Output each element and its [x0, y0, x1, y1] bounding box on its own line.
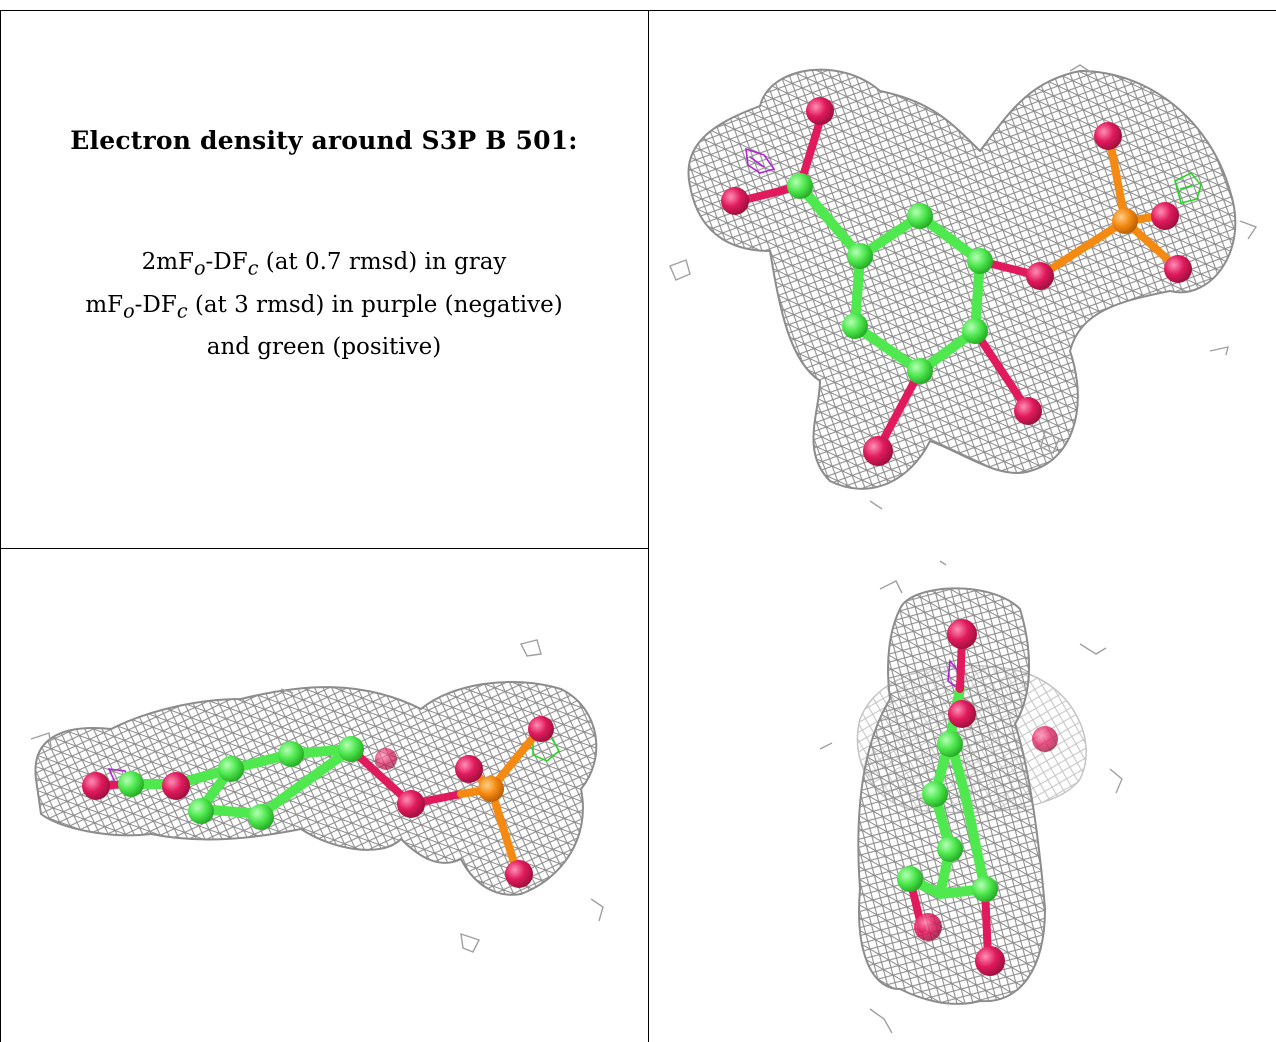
view-bottom-right — [650, 549, 1276, 1042]
legend-line-colors: and green (positive) — [206, 334, 442, 361]
legend-line-2fofc: 2mFo-DFc (at 0.7 rmsd) in gray — [0, 244, 648, 287]
stray-mesh — [819, 560, 1123, 1034]
legend-sub: c — [176, 299, 188, 323]
legend-text: -DF — [205, 249, 248, 275]
legend-text: -DF — [134, 291, 177, 318]
ligand-density-front-view — [669, 64, 1258, 510]
negative-density-blob — [745, 147, 776, 174]
stray-mesh — [669, 64, 1258, 510]
density-mesh — [857, 587, 1047, 1005]
view-top-right — [650, 11, 1276, 548]
table-divider-vertical — [648, 10, 649, 1042]
legend-text: mF — [85, 291, 124, 318]
legend-line-fofc: mFo-DFc (at 3 rmsd) in purple (negative) — [0, 287, 648, 330]
legend-text: (at 0.7 rmsd) in gray — [258, 249, 507, 275]
ligand-density-edge-view — [819, 560, 1123, 1034]
density-mesh — [687, 68, 1237, 490]
atoms — [897, 619, 1058, 976]
view-bottom-left — [1, 549, 648, 1042]
caption-title: Electron density around S3P B 501: — [70, 126, 578, 155]
table-divider-horizontal — [0, 548, 648, 549]
stray-mesh — [30, 639, 604, 953]
legend-sub: o — [123, 299, 135, 323]
ligand-density-side-view — [30, 639, 604, 953]
legend-sub: o — [193, 256, 206, 280]
caption-cell: Electron density around S3P B 501: 2mFo-… — [0, 0, 648, 548]
table-border-top — [0, 10, 1276, 11]
atoms — [82, 716, 554, 888]
table-border-left — [0, 10, 1, 1042]
legend-text: 2mF — [141, 249, 194, 275]
atoms — [721, 97, 1192, 466]
legend-sub: c — [247, 256, 259, 280]
density-mesh — [34, 680, 598, 896]
legend-text: (at 3 rmsd) in purple (negative) — [187, 291, 563, 318]
caption-legend: 2mFo-DFc (at 0.7 rmsd) in gray mFo-DFc (… — [0, 244, 648, 365]
positive-density-blob — [1174, 172, 1202, 204]
